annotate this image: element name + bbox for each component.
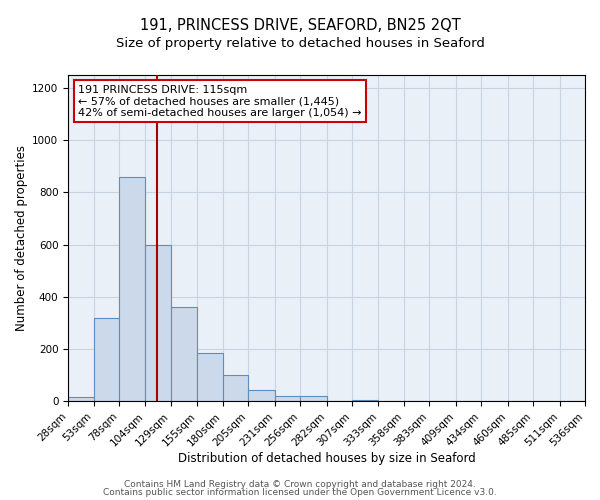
Bar (119, 177, 145, 402)
Text: 191, PRINCESS DRIVE, SEAFORD, BN25 2QT: 191, PRINCESS DRIVE, SEAFORD, BN25 2QT (140, 18, 460, 32)
Text: Contains public sector information licensed under the Open Government Licence v3: Contains public sector information licen… (103, 488, 497, 497)
Bar (171, 308, 197, 402)
Bar (145, 244, 171, 402)
Y-axis label: Number of detached properties: Number of detached properties (15, 145, 28, 331)
Bar (223, 375, 248, 402)
Bar (352, 400, 379, 402)
Bar (197, 353, 223, 402)
Text: Size of property relative to detached houses in Seaford: Size of property relative to detached ho… (116, 38, 484, 51)
Bar (248, 390, 275, 402)
Text: 191 PRINCESS DRIVE: 115sqm
← 57% of detached houses are smaller (1,445)
42% of s: 191 PRINCESS DRIVE: 115sqm ← 57% of deta… (79, 85, 362, 118)
Bar (94, 318, 119, 402)
Bar (275, 396, 300, 402)
X-axis label: Distribution of detached houses by size in Seaford: Distribution of detached houses by size … (178, 452, 475, 465)
Text: Contains HM Land Registry data © Crown copyright and database right 2024.: Contains HM Land Registry data © Crown c… (124, 480, 476, 489)
Bar (68, 398, 94, 402)
Bar (300, 396, 326, 402)
